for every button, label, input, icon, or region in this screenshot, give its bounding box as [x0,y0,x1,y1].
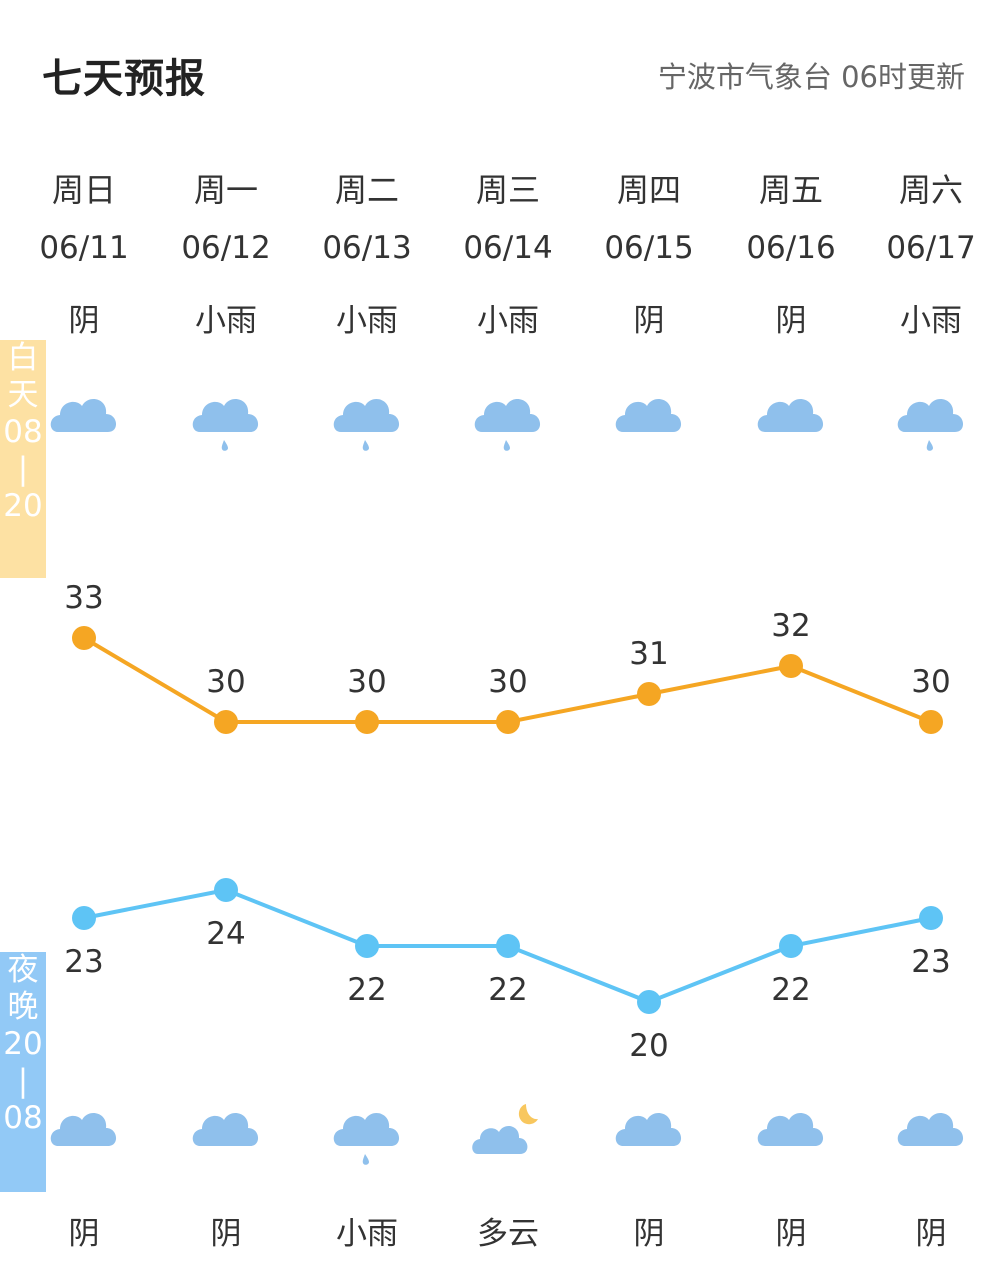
night-temperature-point [72,906,96,930]
light-rain-icon [296,1098,438,1178]
day-temperature-point [496,710,520,734]
light-rain-icon [155,384,297,464]
daytime-label-part: 天 [7,377,39,413]
cloudy-icon [155,1098,297,1178]
daytime-label-part: | [17,451,29,487]
day-weather-text: 小雨 [900,303,962,339]
day-temperature-point [72,626,96,650]
daytime-label-part: 08 [3,414,43,450]
cloudy-icon [860,1098,1002,1178]
night-temperature-label: 20 [629,1028,668,1064]
night-temperature-point [496,934,520,958]
day-weather-text: 阴 [68,303,100,339]
night-weather-text: 多云 [477,1216,539,1252]
night-weather-text: 阴 [633,1216,665,1252]
cloudy-icon [13,384,155,464]
day-temperature-label: 32 [771,608,810,644]
night-temperature-label: 22 [488,972,527,1008]
day-weather-text: 小雨 [477,303,539,339]
cloudy-icon [13,1098,155,1178]
daytime-label-part: 白 [7,340,39,376]
cloudy-icon [720,1098,862,1178]
light-rain-icon [296,384,438,464]
weekday-label: 周三 [475,171,540,209]
weekday-label: 周六 [898,171,963,209]
night-label-part: 20 [3,1026,43,1062]
night-weather-text: 阴 [68,1216,100,1252]
night-label-part: 08 [3,1100,43,1136]
day-temperature-label: 30 [911,664,950,700]
date-label: 06/17 [886,230,976,266]
night-weather-text: 阴 [210,1216,242,1252]
page-title: 七天预报 [42,56,206,102]
light-rain-icon [437,384,579,464]
night-temperature-label: 23 [911,944,950,980]
date-label: 06/16 [746,230,836,266]
day-temperature-point [919,710,943,734]
day-weather-text: 小雨 [195,303,257,339]
night-temperature-label: 22 [771,972,810,1008]
weekday-label: 周一 [193,171,258,209]
day-temperature-label: 31 [629,636,668,672]
weekday-label: 周五 [758,171,823,209]
night-weather-text: 阴 [775,1216,807,1252]
day-temperature-label: 30 [488,664,527,700]
day-weather-text: 阴 [775,303,807,339]
night-temperature-point [355,934,379,958]
partly-cloudy-night-icon [437,1098,579,1178]
day-weather-text: 小雨 [336,303,398,339]
weekday-label: 周四 [616,171,681,209]
day-temperature-point [637,682,661,706]
cloudy-icon [720,384,862,464]
day-temperature-point [214,710,238,734]
day-temperature-point [355,710,379,734]
night-temperature-point [637,990,661,1014]
night-label: 夜 晚 20 | 08 [0,952,46,1192]
night-temperature-point [214,878,238,902]
daytime-label-part: 20 [3,488,43,524]
day-temperature-label: 30 [347,664,386,700]
weekday-label: 周日 [51,171,116,209]
night-weather-text: 阴 [915,1216,947,1252]
day-temperature-label: 33 [64,580,103,616]
cloudy-icon [578,384,720,464]
day-temperature-point [779,654,803,678]
date-label: 06/14 [463,230,553,266]
date-label: 06/13 [322,230,412,266]
night-label-part: 晚 [7,989,39,1025]
night-label-part: | [17,1063,29,1099]
date-label: 06/11 [39,230,129,266]
update-source: 宁波市气象台 06时更新 [657,60,965,94]
night-label-part: 夜 [7,952,39,988]
date-label: 06/15 [604,230,694,266]
night-temperature-label: 24 [206,916,245,952]
night-temperature-label: 23 [64,944,103,980]
daytime-label: 白 天 08 | 20 [0,340,46,578]
night-temperature-label: 22 [347,972,386,1008]
cloudy-icon [578,1098,720,1178]
day-temperature-label: 30 [206,664,245,700]
night-weather-text: 小雨 [336,1216,398,1252]
day-weather-text: 阴 [633,303,665,339]
date-label: 06/12 [181,230,271,266]
night-temperature-point [779,934,803,958]
light-rain-icon [860,384,1002,464]
night-temperature-point [919,906,943,930]
weekday-label: 周二 [334,171,399,209]
